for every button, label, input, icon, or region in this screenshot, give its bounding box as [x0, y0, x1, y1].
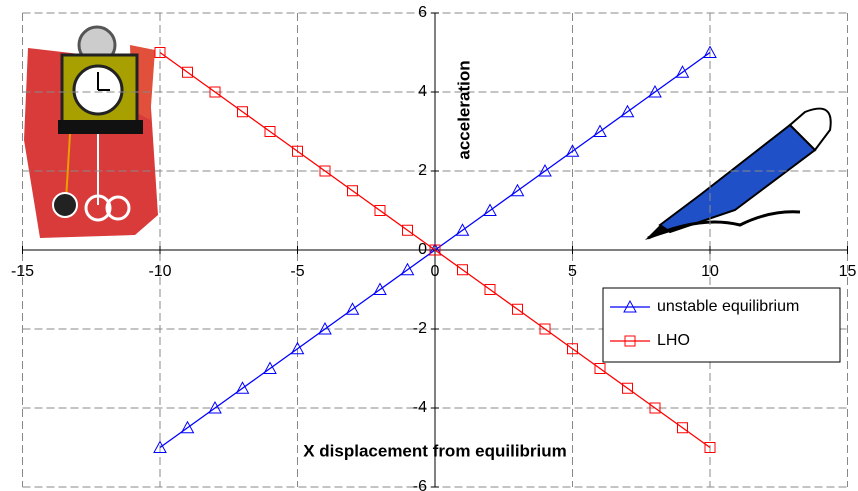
- legend: unstable equilibrium LHO: [602, 287, 841, 363]
- marker: [457, 264, 468, 276]
- marker: [292, 145, 303, 157]
- marker: [319, 165, 331, 177]
- marker: [539, 323, 551, 335]
- marker: [347, 185, 358, 197]
- marker: [235, 381, 250, 394]
- y-tick-label: 4: [418, 83, 427, 100]
- marker: [154, 47, 166, 58]
- marker: [429, 244, 441, 256]
- marker: [567, 343, 578, 355]
- x-tick-label: -15: [11, 263, 34, 280]
- marker: [455, 223, 470, 236]
- x-tick-label: 5: [568, 263, 577, 280]
- pencil-clipart: [645, 107, 832, 240]
- marker: [237, 106, 248, 118]
- marker: [263, 361, 277, 374]
- marker: [345, 302, 360, 315]
- marker: [594, 363, 606, 374]
- marker: [483, 203, 497, 216]
- x-tick-label: 15: [839, 263, 857, 280]
- y-tick-label: 6: [418, 4, 427, 21]
- marker: [675, 65, 690, 78]
- marker: [510, 183, 525, 197]
- x-tick-label: 10: [701, 263, 719, 280]
- legend-label: unstable equilibrium: [657, 298, 799, 315]
- marker: [373, 282, 387, 295]
- marker: [400, 262, 415, 276]
- y-axis-title: acceleration: [454, 60, 473, 159]
- x-tick-label: -10: [148, 263, 171, 280]
- marker: [512, 303, 523, 315]
- marker: [182, 66, 193, 78]
- marker: [677, 422, 688, 434]
- marker: [180, 420, 195, 434]
- marker: [290, 341, 305, 355]
- marker: [209, 86, 221, 98]
- marker: [593, 124, 607, 137]
- clock-clipart: [24, 25, 158, 238]
- marker: [264, 126, 276, 137]
- marker: [538, 163, 552, 177]
- marker: [374, 205, 386, 216]
- marker: [153, 440, 167, 453]
- y-tick-label: -6: [413, 478, 427, 491]
- marker: [623, 299, 637, 313]
- marker: [402, 224, 413, 236]
- x-axis-title: X displacement from equilibrium: [303, 441, 567, 460]
- marker: [318, 321, 332, 335]
- marker: [565, 144, 580, 157]
- marker: [624, 335, 636, 347]
- marker: [648, 84, 662, 98]
- legend-label: LHO: [657, 332, 690, 349]
- marker: [703, 45, 717, 58]
- y-tick-label: -2: [413, 320, 427, 337]
- series-line: [159, 51, 711, 449]
- y-tick-label: -4: [413, 399, 427, 416]
- marker: [620, 104, 635, 118]
- marker: [208, 400, 222, 414]
- y-tick-label: 2: [418, 162, 427, 179]
- marker: [649, 402, 661, 414]
- x-tick-label: -5: [290, 263, 304, 280]
- marker: [704, 442, 716, 453]
- marker: [484, 284, 496, 295]
- marker: [622, 382, 633, 394]
